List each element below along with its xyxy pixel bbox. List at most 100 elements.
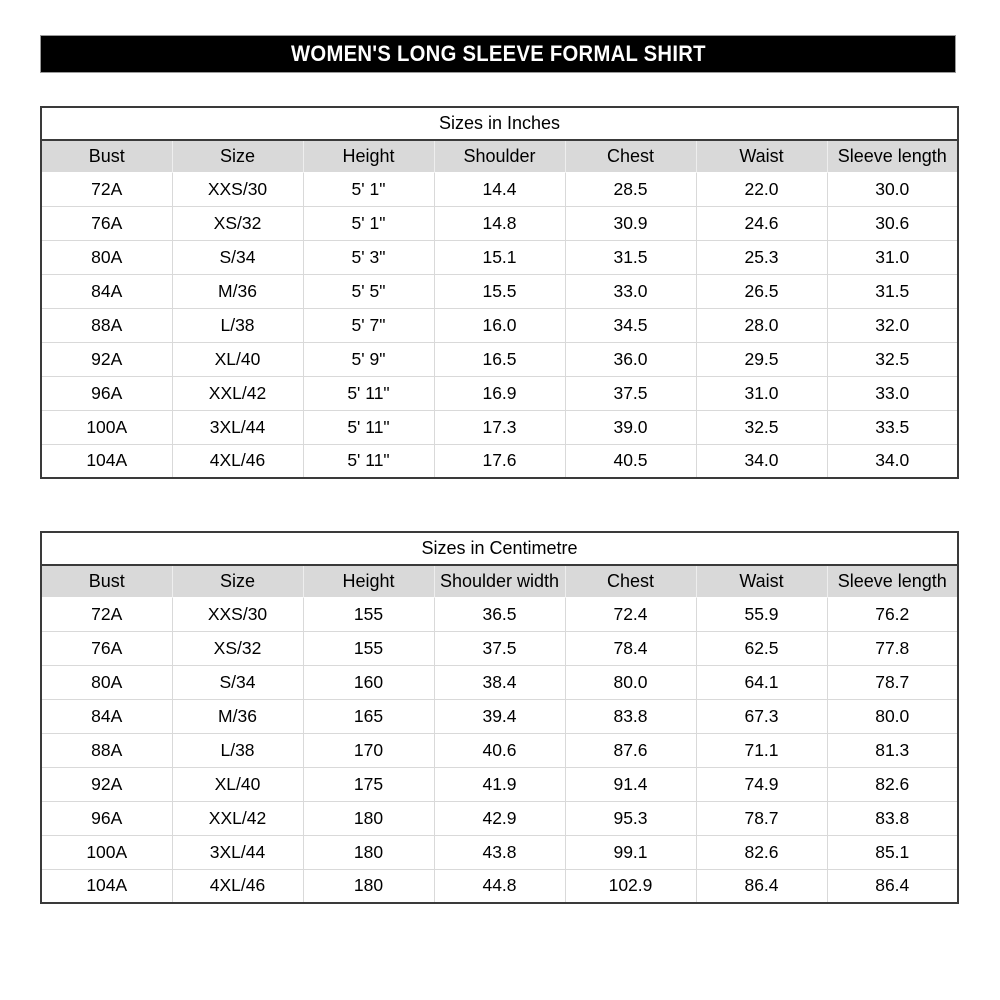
table-cell: XL/40 bbox=[171, 341, 303, 376]
table-cell: 96A bbox=[41, 375, 172, 410]
table-cell: 26.5 bbox=[695, 273, 827, 308]
table-cell: 17.6 bbox=[433, 443, 565, 478]
column-header: Shoulder width bbox=[433, 565, 565, 597]
table-cell: 25.3 bbox=[695, 239, 827, 274]
table-cell: 33.0 bbox=[564, 273, 696, 308]
table-cell: 180 bbox=[302, 800, 434, 835]
table-cell: 17.3 bbox=[433, 409, 565, 444]
table-cell: 31.0 bbox=[695, 375, 827, 410]
table-cell: 28.0 bbox=[695, 307, 827, 342]
table-cell: 81.3 bbox=[826, 732, 958, 767]
table-cell: 30.6 bbox=[826, 205, 958, 240]
table-cell: 67.3 bbox=[695, 698, 827, 733]
column-header: Waist bbox=[695, 565, 827, 597]
table-cell: 5' 5" bbox=[302, 273, 434, 308]
column-header: Size bbox=[171, 140, 303, 172]
table-cell: 5' 1" bbox=[302, 171, 434, 206]
table-cell: 84A bbox=[41, 698, 172, 733]
table-cell: 155 bbox=[302, 630, 434, 665]
centimetre-table: Sizes in Centimetre Bust Size Height Should… bbox=[40, 531, 959, 904]
table-cell: 96A bbox=[41, 800, 172, 835]
table-row: 88A L/38 170 40.6 87.6 71.1 81.3 bbox=[41, 732, 958, 767]
table-cell: XXL/42 bbox=[171, 800, 303, 835]
table-cell: 83.8 bbox=[564, 698, 696, 733]
table-cell: 83.8 bbox=[826, 800, 958, 835]
table-caption: Sizes in Inches bbox=[41, 107, 958, 141]
table-cell: 5' 11" bbox=[302, 443, 434, 478]
table-cell: 5' 11" bbox=[302, 375, 434, 410]
table-cell: XL/40 bbox=[171, 766, 303, 801]
table-cell: 86.4 bbox=[695, 868, 827, 903]
table-cell: 80.0 bbox=[564, 664, 696, 699]
table-cell: 32.5 bbox=[826, 341, 958, 376]
table-row: 88A L/38 5' 7" 16.0 34.5 28.0 32.0 bbox=[41, 307, 958, 342]
table-cell: 88A bbox=[41, 732, 172, 767]
table-row: 100A 3XL/44 5' 11" 17.3 39.0 32.5 33.5 bbox=[41, 409, 958, 444]
table-cell: 84A bbox=[41, 273, 172, 308]
table-row: 104A 4XL/46 5' 11" 17.6 40.5 34.0 34.0 bbox=[41, 443, 958, 478]
table-row: 100A 3XL/44 180 43.8 99.1 82.6 85.1 bbox=[41, 834, 958, 869]
table-row: 84A M/36 5' 5" 15.5 33.0 26.5 31.5 bbox=[41, 273, 958, 308]
table-cell: M/36 bbox=[171, 698, 303, 733]
table-cell: 100A bbox=[41, 834, 172, 869]
product-title: WOMEN'S LONG SLEEVE FORMAL SHIRT bbox=[290, 41, 706, 66]
table-cell: 29.5 bbox=[695, 341, 827, 376]
table-cell: 30.0 bbox=[826, 171, 958, 206]
table-cell: 91.4 bbox=[564, 766, 696, 801]
column-header: Sleeve length bbox=[826, 565, 958, 597]
column-header: Sleeve length bbox=[826, 140, 958, 172]
column-header: Bust bbox=[41, 140, 172, 172]
table-cell: 4XL/46 bbox=[171, 868, 303, 903]
table-cell: L/38 bbox=[171, 732, 303, 767]
table-cell: 76.2 bbox=[826, 596, 958, 631]
table-body: 72A XXS/30 155 36.5 72.4 55.9 76.2 76A XS/32 155 3… bbox=[41, 596, 958, 903]
table-cell: L/38 bbox=[171, 307, 303, 342]
table-cell: 3XL/44 bbox=[171, 409, 303, 444]
table-cell: 180 bbox=[302, 868, 434, 903]
table-cell: 36.5 bbox=[433, 596, 565, 631]
table-cell: 44.8 bbox=[433, 868, 565, 903]
table-cell: 34.5 bbox=[564, 307, 696, 342]
table-cell: 62.5 bbox=[695, 630, 827, 665]
table-cell: 30.9 bbox=[564, 205, 696, 240]
table-cell: 78.7 bbox=[826, 664, 958, 699]
table-row: 76A XS/32 155 37.5 78.4 62.5 77.8 bbox=[41, 630, 958, 665]
size-table-centimetre: Sizes in Centimetre Bust Size Height Should… bbox=[40, 531, 959, 904]
table-cell: 102.9 bbox=[564, 868, 696, 903]
table-cell: 87.6 bbox=[564, 732, 696, 767]
table-row: 96A XXL/42 180 42.9 95.3 78.7 83.8 bbox=[41, 800, 958, 835]
table-cell: 74.9 bbox=[695, 766, 827, 801]
table-cell: 104A bbox=[41, 443, 172, 478]
table-cell: 180 bbox=[302, 834, 434, 869]
table-header-row: Bust Size Height Shoulder Chest Waist Sleeve l… bbox=[41, 140, 958, 172]
table-cell: 76A bbox=[41, 630, 172, 665]
table-cell: XXS/30 bbox=[171, 596, 303, 631]
table-cell: 34.0 bbox=[826, 443, 958, 478]
column-header: Waist bbox=[695, 140, 827, 172]
table-cell: 77.8 bbox=[826, 630, 958, 665]
product-title-banner: WOMEN'S LONG SLEEVE FORMAL SHIRT bbox=[40, 35, 956, 73]
table-cell: 16.9 bbox=[433, 375, 565, 410]
table-cell: 5' 3" bbox=[302, 239, 434, 274]
column-header: Shoulder bbox=[433, 140, 565, 172]
size-table-inches: Sizes in Inches Bust Size Height Shoulder Ch… bbox=[40, 106, 959, 479]
table-cell: 82.6 bbox=[826, 766, 958, 801]
table-cell: 5' 9" bbox=[302, 341, 434, 376]
table-cell: 72A bbox=[41, 171, 172, 206]
table-cell: 32.5 bbox=[695, 409, 827, 444]
table-cell: XXS/30 bbox=[171, 171, 303, 206]
table-caption-row: Sizes in Inches bbox=[41, 107, 958, 141]
table-cell: 92A bbox=[41, 766, 172, 801]
table-cell: 99.1 bbox=[564, 834, 696, 869]
table-row: 92A XL/40 5' 9" 16.5 36.0 29.5 32.5 bbox=[41, 341, 958, 376]
table-cell: 39.4 bbox=[433, 698, 565, 733]
table-cell: 86.4 bbox=[826, 868, 958, 903]
table-cell: XS/32 bbox=[171, 205, 303, 240]
table-cell: 24.6 bbox=[695, 205, 827, 240]
table-cell: 28.5 bbox=[564, 171, 696, 206]
table-cell: 80A bbox=[41, 239, 172, 274]
table-cell: 15.5 bbox=[433, 273, 565, 308]
table-cell: XXL/42 bbox=[171, 375, 303, 410]
table-cell: 39.0 bbox=[564, 409, 696, 444]
table-cell: 72A bbox=[41, 596, 172, 631]
